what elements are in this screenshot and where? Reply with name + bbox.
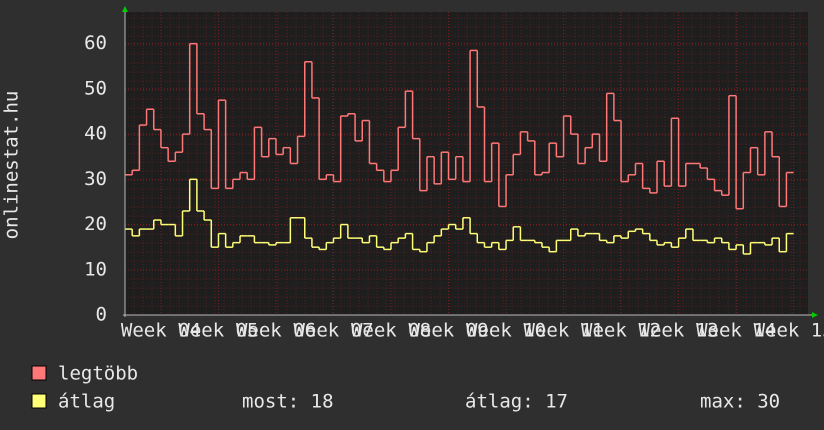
y-tick-label: 60	[84, 32, 107, 54]
y-tick-label: 30	[84, 168, 107, 190]
axis-arrow	[122, 6, 128, 12]
y-tick-label: 50	[84, 77, 107, 99]
x-tick-label: Week 04	[121, 320, 201, 342]
x-tick-label: Week 12	[581, 320, 661, 342]
y-tick-label: 40	[84, 123, 107, 145]
stat-max: max: 30	[700, 391, 780, 413]
axis-arrow	[812, 312, 818, 318]
x-tick-label: Week 08	[351, 320, 431, 342]
x-tick-label: Week 11	[524, 320, 604, 342]
x-tick-label: Week 06	[236, 320, 316, 342]
y-tick-label: 20	[84, 213, 107, 235]
stat-now: most: 18	[242, 391, 334, 413]
stat-avg: átlag: 17	[465, 391, 568, 413]
y-axis-label: onlinestat.hu	[1, 91, 23, 240]
legend-swatch	[31, 365, 47, 381]
legend-swatch	[31, 393, 47, 409]
x-tick-label: Week 15	[754, 320, 824, 342]
x-tick-label: Week 09	[408, 320, 488, 342]
y-tick-label: 10	[84, 258, 107, 280]
x-tick-label: Week 07	[293, 320, 373, 342]
legend-label: átlag	[58, 391, 115, 413]
x-tick-label: Week 13	[639, 320, 719, 342]
x-tick-label: Week 10	[466, 320, 546, 342]
x-tick-label: Week 05	[178, 320, 258, 342]
legend-label: legtöbb	[58, 363, 138, 385]
x-tick-label: Week 14	[696, 320, 776, 342]
y-tick-label: 0	[96, 304, 107, 326]
